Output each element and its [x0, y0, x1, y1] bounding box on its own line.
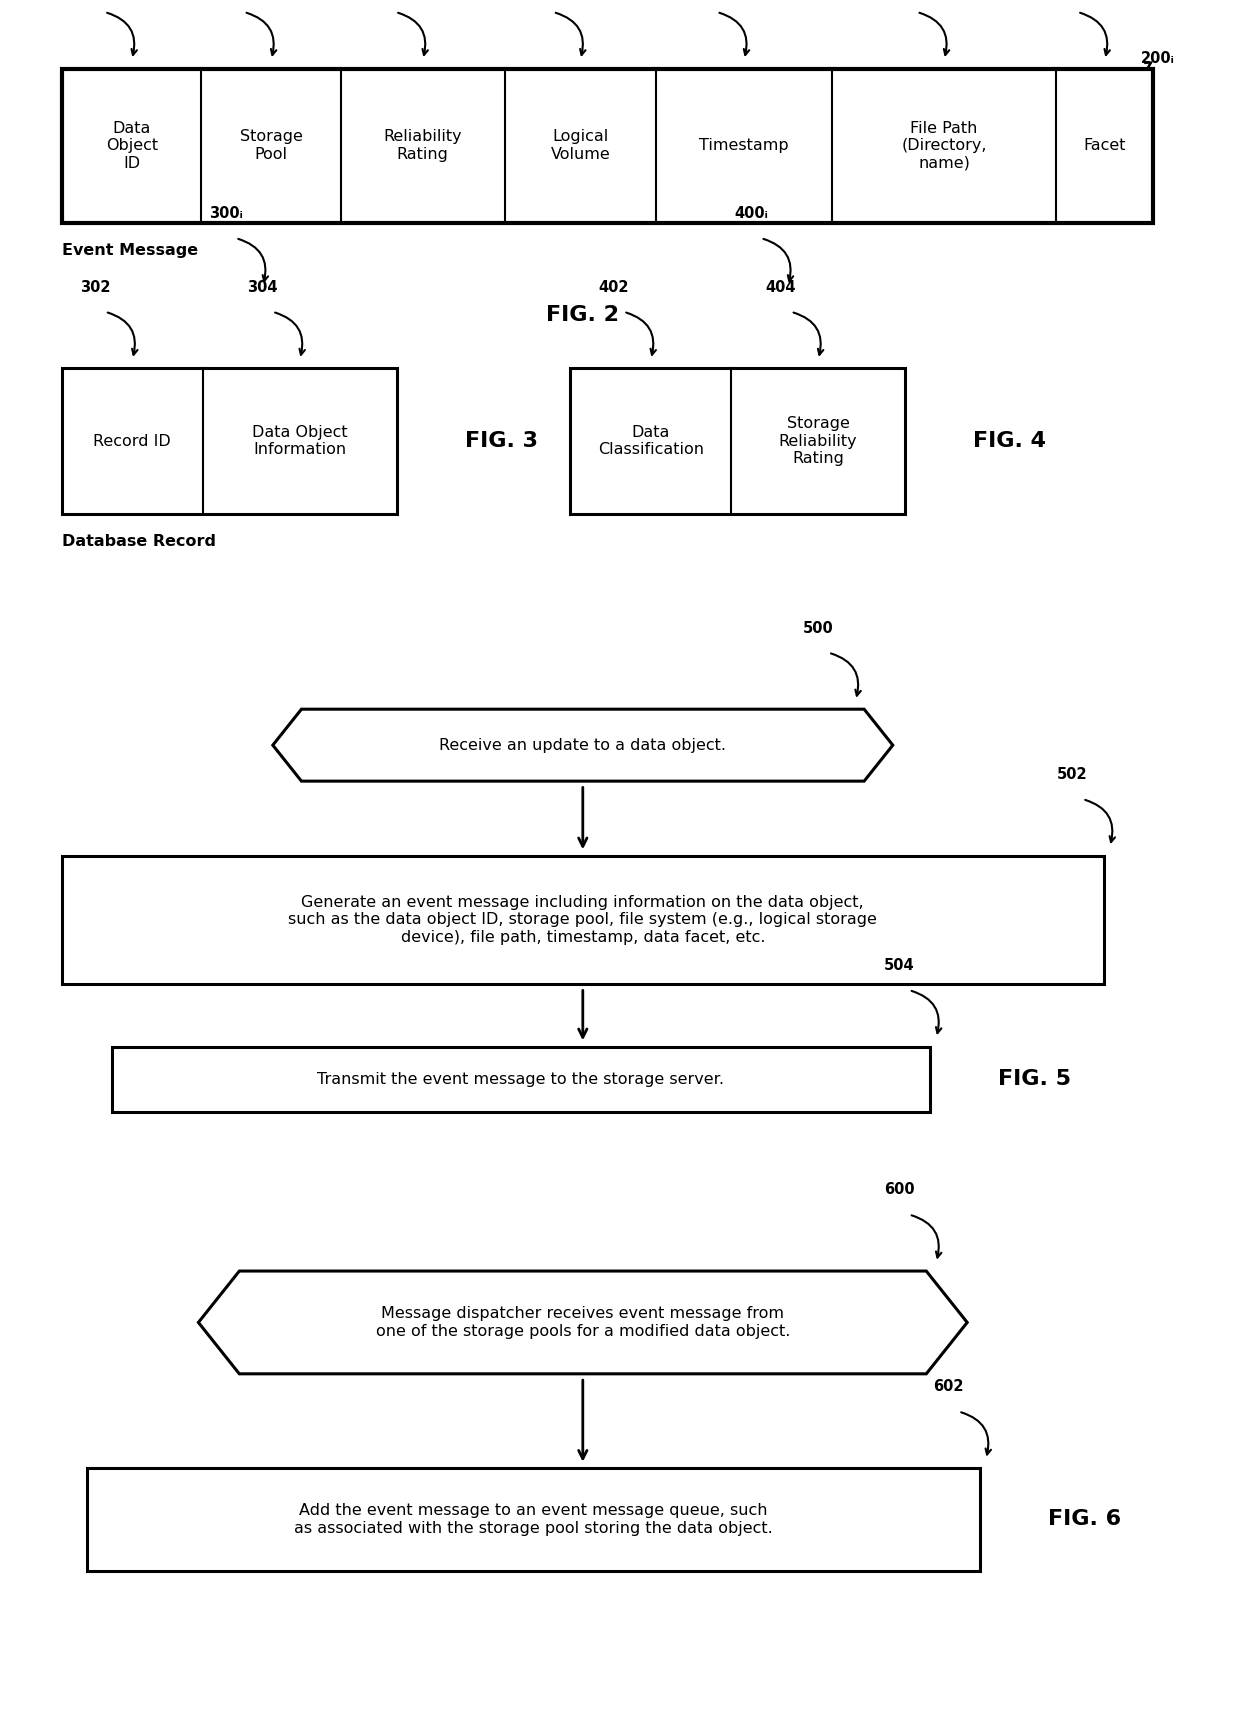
Text: 404: 404 — [766, 279, 796, 295]
Text: FIG. 3: FIG. 3 — [465, 432, 538, 451]
Text: 200ᵢ: 200ᵢ — [1141, 51, 1174, 67]
Polygon shape — [198, 1271, 967, 1374]
Text: 400ᵢ: 400ᵢ — [734, 206, 768, 221]
Text: Database Record: Database Record — [62, 534, 216, 550]
Text: 302: 302 — [79, 279, 110, 295]
Text: Storage
Reliability
Rating: Storage Reliability Rating — [779, 416, 858, 466]
Bar — [87, 1468, 980, 1571]
Text: Add the event message to an event message queue, such
as associated with the sto: Add the event message to an event messag… — [294, 1504, 773, 1535]
Text: Reliability
Rating: Reliability Rating — [383, 130, 463, 161]
Text: 500: 500 — [804, 620, 833, 636]
Polygon shape — [273, 709, 893, 781]
Text: 600: 600 — [884, 1182, 914, 1197]
Text: Transmit the event message to the storage server.: Transmit the event message to the storag… — [317, 1072, 724, 1086]
Text: Storage
Pool: Storage Pool — [239, 130, 303, 161]
Text: Receive an update to a data object.: Receive an update to a data object. — [439, 738, 727, 752]
Text: FIG. 4: FIG. 4 — [973, 432, 1047, 451]
Text: Message dispatcher receives event message from
one of the storage pools for a mo: Message dispatcher receives event messag… — [376, 1307, 790, 1338]
Bar — [570, 368, 905, 514]
Text: Timestamp: Timestamp — [699, 139, 789, 152]
Text: File Path
(Directory,
name): File Path (Directory, name) — [901, 120, 987, 171]
Text: 502: 502 — [1058, 767, 1087, 781]
Text: Event Message: Event Message — [62, 243, 198, 259]
Text: Facet: Facet — [1084, 139, 1126, 152]
Text: FIG. 5: FIG. 5 — [998, 1069, 1071, 1089]
Text: 504: 504 — [884, 958, 914, 973]
Text: Data
Object
ID: Data Object ID — [105, 120, 157, 171]
Text: Logical
Volume: Logical Volume — [551, 130, 610, 161]
Text: 304: 304 — [247, 279, 278, 295]
Bar — [112, 1047, 930, 1112]
Text: FIG. 2: FIG. 2 — [547, 305, 619, 325]
Text: FIG. 6: FIG. 6 — [1048, 1509, 1121, 1530]
Text: 300ᵢ: 300ᵢ — [208, 206, 243, 221]
Text: Generate an event message including information on the data object,
such as the : Generate an event message including info… — [289, 894, 877, 946]
Text: Record ID: Record ID — [93, 433, 171, 449]
Text: Data
Classification: Data Classification — [598, 425, 704, 457]
Text: 402: 402 — [599, 279, 629, 295]
Bar — [62, 855, 1104, 983]
Text: Data Object
Information: Data Object Information — [252, 425, 347, 457]
Bar — [62, 368, 397, 514]
Text: 602: 602 — [934, 1379, 963, 1394]
Bar — [62, 69, 1153, 223]
